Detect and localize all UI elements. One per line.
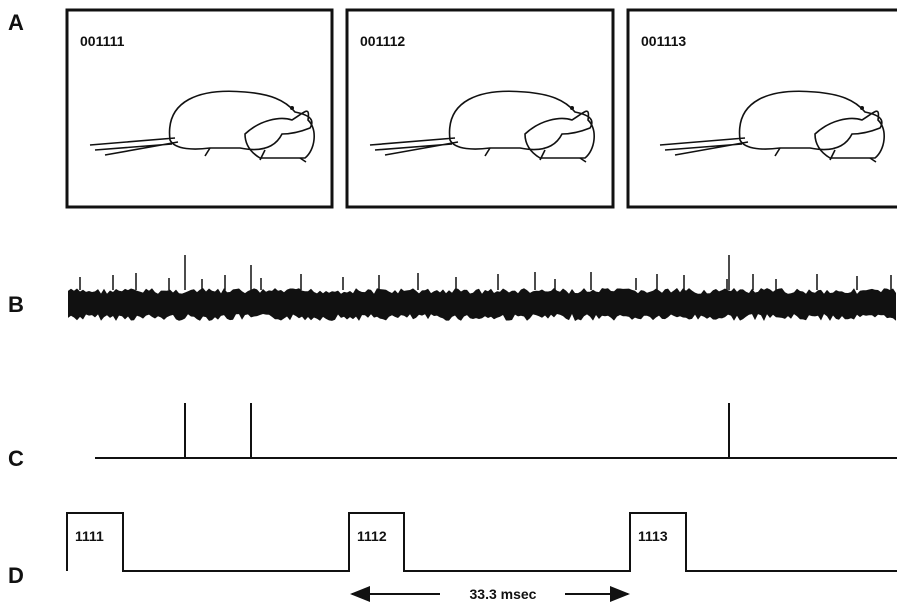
scale-label: 33.3 msec <box>470 586 537 602</box>
spikes <box>79 255 892 290</box>
video-frame: 001113 <box>626 8 897 209</box>
panel-c: C <box>8 403 897 471</box>
panel-label: D <box>8 563 24 588</box>
panel-label: A <box>8 10 24 35</box>
panel-a: A 001111 001112 001113 <box>8 8 897 209</box>
frame-label: 001113 <box>641 33 686 49</box>
pulse-label: 1113 <box>638 528 668 544</box>
frame-pulse-trace <box>66 512 897 572</box>
panel-d: D 1111 1112 1113 33.3 msec <box>8 512 897 602</box>
pulse-label: 1111 <box>75 528 104 544</box>
panel-label: B <box>8 292 24 317</box>
raw-recording <box>68 255 896 321</box>
frame-label: 001111 <box>80 33 125 49</box>
video-frame: 001112 <box>345 8 615 209</box>
panel-label: C <box>8 446 24 471</box>
video-frame: 001111 <box>65 8 334 209</box>
noise-band <box>68 288 896 321</box>
discriminated-spikes <box>95 403 897 459</box>
frame-label: 001112 <box>360 33 405 49</box>
panel-b: B <box>8 255 896 321</box>
pulse-label: 1112 <box>357 528 387 544</box>
